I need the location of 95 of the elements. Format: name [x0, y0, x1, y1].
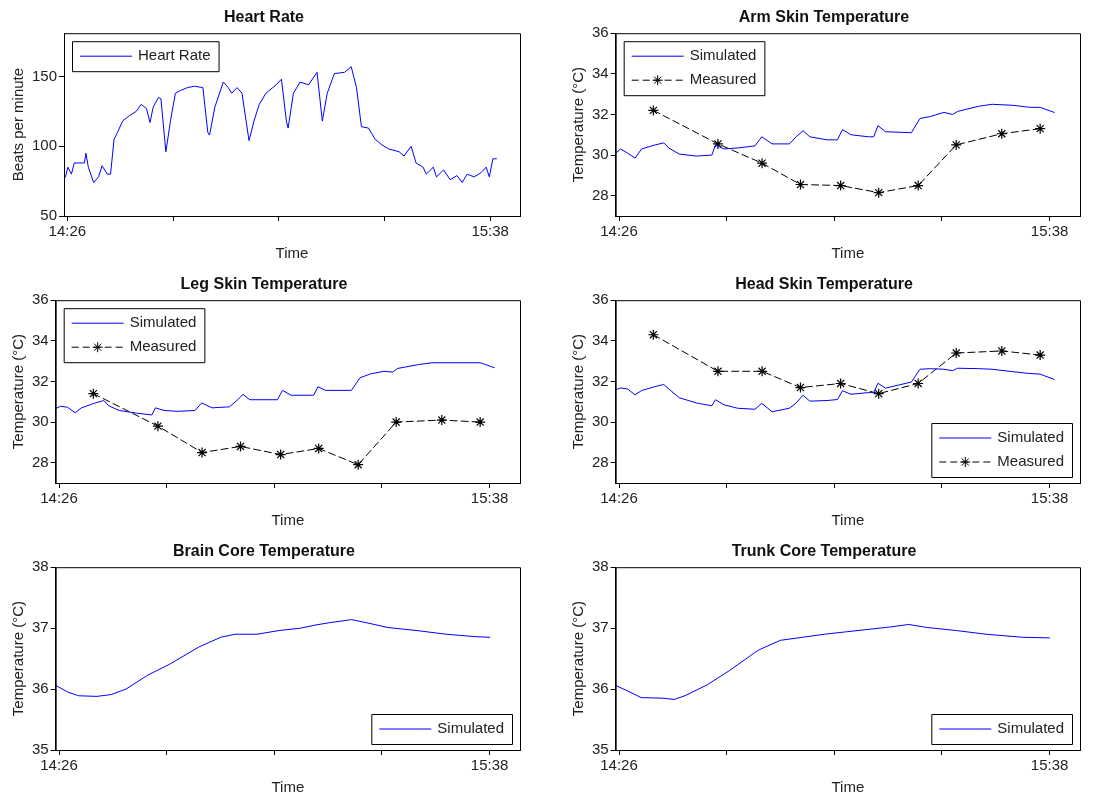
- x-tick-label: 14:26: [40, 489, 78, 507]
- y-axis-title: Temperature (°C): [569, 601, 587, 717]
- chart-title: Leg Skin Temperature: [180, 275, 348, 293]
- legend-label: Simulated: [437, 719, 504, 737]
- legend-label: Simulated: [129, 313, 197, 331]
- point: [87, 388, 99, 400]
- x-tick-label: 14:26: [600, 489, 638, 507]
- x-axis-title: Time: [275, 244, 309, 262]
- y-tick-label: 30: [592, 412, 609, 430]
- y-tick-label: 34: [592, 63, 609, 81]
- point: [835, 377, 847, 390]
- point: [712, 365, 724, 377]
- y-tick-label: 36: [32, 290, 49, 308]
- point: [647, 104, 659, 116]
- y-tick-label: 28: [32, 452, 49, 470]
- y-tick-label: 28: [592, 185, 609, 203]
- y-tick-label: 38: [592, 557, 609, 575]
- point: [1034, 349, 1046, 361]
- y-tick-label: 38: [32, 557, 49, 575]
- legend-label: Measured: [129, 337, 197, 355]
- y-axis-title: Temperature (°C): [569, 67, 587, 183]
- point: [313, 442, 325, 455]
- x-axis-title: Time: [271, 778, 305, 796]
- x-tick-label: 14:26: [40, 756, 78, 774]
- x-tick-label: 15:38: [470, 756, 509, 774]
- point: [996, 345, 1008, 357]
- y-tick-label: 36: [32, 679, 49, 697]
- point: [196, 446, 208, 459]
- point: [950, 139, 962, 151]
- y-tick-label: 30: [32, 412, 49, 430]
- y-axis-title: Beats per minute: [9, 67, 27, 182]
- chart-title: Brain Core Temperature: [173, 542, 356, 560]
- chart-title: Head Skin Temperature: [735, 275, 913, 293]
- point: [436, 414, 448, 426]
- legend-label: Simulated: [997, 428, 1064, 446]
- y-tick-label: 34: [592, 330, 609, 348]
- point: [1034, 123, 1046, 135]
- y-tick-label: 36: [592, 679, 609, 697]
- y-tick-label: 35: [592, 740, 609, 758]
- legend-label: Simulated: [689, 46, 757, 64]
- point: [873, 187, 885, 199]
- x-tick-label: 15:38: [471, 222, 509, 240]
- point: [647, 329, 659, 341]
- x-tick-label: 15:38: [1030, 222, 1069, 240]
- y-tick-label: 30: [592, 145, 609, 163]
- chart-title: Heart Rate: [223, 8, 305, 26]
- legend-label: Measured: [997, 452, 1064, 470]
- legend-label: Simulated: [997, 719, 1064, 737]
- point: [756, 365, 768, 377]
- point: [352, 459, 364, 471]
- point: [234, 440, 247, 453]
- legend-label: Heart Rate: [138, 46, 211, 64]
- y-tick-label: 32: [32, 371, 49, 389]
- x-tick-label: 14:26: [600, 222, 638, 240]
- y-tick-label: 35: [32, 740, 49, 758]
- point: [950, 347, 962, 359]
- x-axis-title: Time: [831, 244, 865, 262]
- point: [912, 179, 924, 192]
- point: [873, 388, 885, 400]
- y-tick-label: 150: [32, 66, 58, 84]
- x-tick-label: 15:38: [1030, 489, 1069, 507]
- x-tick-label: 14:26: [48, 222, 87, 240]
- y-tick-label: 34: [32, 330, 49, 348]
- y-tick-label: 32: [592, 104, 609, 122]
- point: [474, 416, 486, 428]
- y-axis-title: Temperature (°C): [569, 334, 587, 450]
- x-tick-label: 15:38: [470, 489, 509, 507]
- y-tick-label: 36: [592, 23, 609, 41]
- x-tick-label: 14:26: [600, 756, 638, 774]
- point: [152, 420, 164, 432]
- y-tick-label: 28: [592, 452, 609, 470]
- x-axis-title: Time: [831, 511, 865, 529]
- point: [390, 416, 402, 428]
- x-axis-title: Time: [831, 778, 865, 796]
- point: [794, 178, 807, 191]
- y-tick-label: 100: [32, 136, 58, 154]
- point: [996, 128, 1008, 140]
- point: [756, 157, 768, 169]
- y-tick-label: 36: [592, 290, 609, 308]
- y-axis-title: Temperature (°C): [9, 601, 27, 717]
- point: [712, 138, 724, 150]
- legend-label: Measured: [689, 70, 757, 88]
- y-axis-title: Temperature (°C): [9, 334, 27, 450]
- y-tick-label: 37: [32, 618, 49, 636]
- chart-title: Trunk Core Temperature: [731, 542, 917, 560]
- y-tick-label: 32: [592, 371, 609, 389]
- y-tick-label: 37: [592, 618, 609, 636]
- y-tick-label: 50: [40, 206, 58, 224]
- point: [794, 381, 807, 394]
- point: [912, 377, 924, 390]
- x-tick-label: 15:38: [1030, 756, 1069, 774]
- point: [275, 448, 287, 461]
- point: [835, 179, 847, 192]
- x-axis-title: Time: [271, 511, 305, 529]
- chart-title: Arm Skin Temperature: [738, 8, 910, 26]
